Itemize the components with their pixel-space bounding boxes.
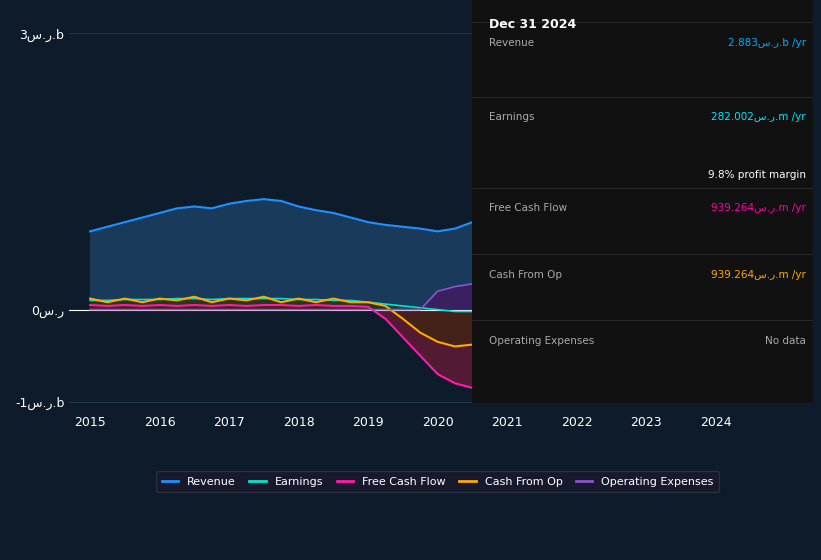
Text: Earnings: Earnings: [489, 112, 534, 122]
Text: Cash From Op: Cash From Op: [489, 270, 562, 280]
Legend: Revenue, Earnings, Free Cash Flow, Cash From Op, Operating Expenses: Revenue, Earnings, Free Cash Flow, Cash …: [156, 471, 719, 492]
Text: Dec 31 2024: Dec 31 2024: [489, 18, 576, 31]
Text: Revenue: Revenue: [489, 38, 534, 48]
Text: 282.002س.ر.m /yr: 282.002س.ر.m /yr: [711, 112, 806, 122]
Text: 939.264س.ر.m /yr: 939.264س.ر.m /yr: [711, 203, 806, 213]
Text: Free Cash Flow: Free Cash Flow: [489, 203, 567, 213]
Text: 9.8% profit margin: 9.8% profit margin: [708, 170, 806, 180]
Text: 939.264س.ر.m /yr: 939.264س.ر.m /yr: [711, 270, 806, 280]
Text: Operating Expenses: Operating Expenses: [489, 336, 594, 346]
Text: 2.883س.ر.b /yr: 2.883س.ر.b /yr: [728, 38, 806, 48]
Text: No data: No data: [765, 336, 806, 346]
